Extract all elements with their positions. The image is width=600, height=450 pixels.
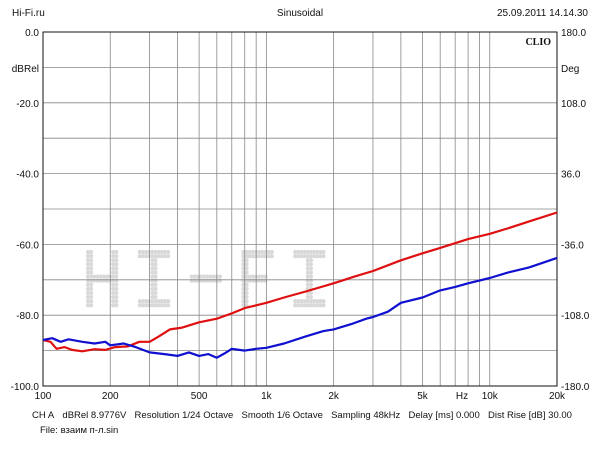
footer-item: Resolution 1/24 Octave bbox=[134, 410, 234, 421]
footer-item: CH A bbox=[32, 410, 55, 421]
footer-item: Smooth 1/6 Octave bbox=[241, 410, 323, 421]
chart-series bbox=[42, 211, 558, 359]
footer-item: dBRel 8.9776V bbox=[62, 410, 127, 421]
y2-axis-label: Deg bbox=[561, 64, 579, 75]
header-site-label: Hi-Fi.ru bbox=[12, 8, 45, 19]
series-line-red bbox=[42, 211, 558, 353]
y2-tick-label: 180.0 bbox=[561, 28, 586, 39]
x-tick-label: 1k bbox=[261, 391, 273, 402]
y-tick-label: -20.0 bbox=[16, 99, 39, 110]
y-tick-label: 0.0 bbox=[25, 28, 39, 39]
footer-item: Dist Rise [dB] 30.00 bbox=[487, 410, 572, 421]
plot-frame bbox=[42, 31, 558, 387]
y-tick-label: -100.0 bbox=[11, 382, 40, 393]
x-tick-label: 100 bbox=[35, 391, 52, 402]
footer-item: Sampling 48kHz bbox=[331, 410, 401, 421]
y2-tick-label: -180.0 bbox=[561, 382, 590, 393]
series-line-blue bbox=[42, 256, 558, 359]
x-tick-label: 200 bbox=[102, 391, 119, 402]
clio-brand: CLIO bbox=[525, 37, 551, 48]
header-timestamp: 25.09.2011 14.14.30 bbox=[496, 8, 588, 19]
x-tick-label: 2k bbox=[328, 391, 340, 402]
x-tick-label: 10k bbox=[482, 391, 499, 402]
header-signal-type: Sinusoidal bbox=[276, 8, 324, 19]
y2-tick-label: -36.0 bbox=[561, 240, 584, 251]
footer-item: Delay [ms] 0.000 bbox=[408, 410, 480, 421]
y-axis-label: dBRel bbox=[12, 64, 39, 75]
x-axis-label: Hz bbox=[456, 391, 468, 402]
watermark-hifi bbox=[85, 249, 326, 308]
chart-grid bbox=[43, 32, 557, 386]
y-tick-label: -60.0 bbox=[16, 240, 39, 251]
y-tick-label: -40.0 bbox=[16, 170, 39, 181]
footer-parameters: CH A dBRel 8.9776V Resolution 1/24 Octave S… bbox=[32, 410, 572, 421]
x-tick-label: 500 bbox=[191, 391, 208, 402]
y-tick-label: -80.0 bbox=[16, 311, 39, 322]
y2-tick-label: 36.0 bbox=[561, 170, 581, 181]
y2-tick-label: -108.0 bbox=[561, 311, 590, 322]
y2-tick-label: 108.0 bbox=[561, 99, 586, 110]
chart-tick-labels: 100 200 500 1k 2k 5k 10k 20k 0.0 -20.0 -40.0 -60.0 -… bbox=[11, 28, 590, 402]
footer-file-name: File: взаим п-л.sin bbox=[40, 425, 119, 436]
x-tick-label: 20k bbox=[549, 391, 566, 402]
x-tick-label: 5k bbox=[417, 391, 429, 402]
